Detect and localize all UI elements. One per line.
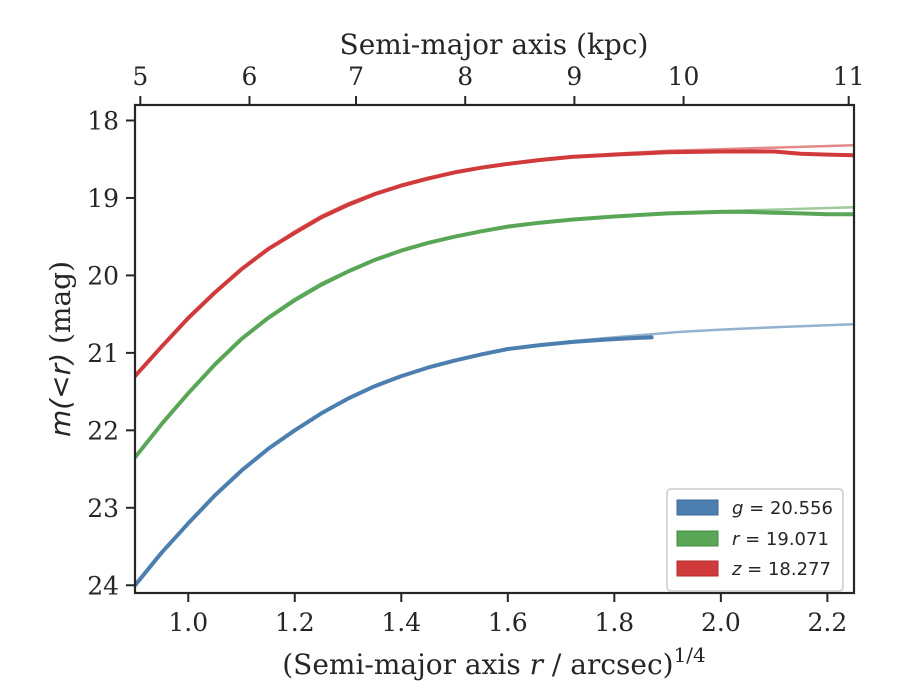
x-tick-label: 1.6 xyxy=(488,608,528,637)
plot-frame xyxy=(133,103,856,595)
x-tick-label: 2.2 xyxy=(807,608,847,637)
y-tick-label: 23 xyxy=(87,494,119,523)
legend-swatch-z xyxy=(676,560,719,577)
axes-layer: 1.0 1.2 1.4 1.6 1.8 2.0 2.2 18 19 20 21 22 23 24 5 6 7 8 9… xyxy=(87,62,864,637)
top-x-tick-label: 9 xyxy=(566,62,582,91)
y-axis-label: m(<r) (mag) xyxy=(44,261,77,437)
legend-swatch-r xyxy=(676,530,719,547)
x-axis-label: (Semi-major axis r / arcsec)1/4 xyxy=(282,643,706,681)
x-tick-label: 1.2 xyxy=(275,608,315,637)
legend-label-z: z = 18.277 xyxy=(731,559,831,580)
y-tick-label: 21 xyxy=(87,339,119,368)
y-tick-label: 20 xyxy=(87,261,119,290)
x-tick-label: 1.4 xyxy=(381,608,421,637)
x-tick-label: 1.0 xyxy=(168,608,208,637)
series-layer xyxy=(135,144,854,588)
top-x-tick-label: 6 xyxy=(242,62,258,91)
top-x-tick-label: 5 xyxy=(132,62,148,91)
series-z-measured-line xyxy=(135,149,854,379)
x-tick-label: 2.0 xyxy=(701,608,741,637)
top-x-tick-label: 7 xyxy=(348,62,364,91)
legend: g = 20.556 r = 19.071 z = 18.277 xyxy=(666,488,844,592)
legend-swatch-g xyxy=(676,499,719,516)
legend-label-g: g = 20.556 xyxy=(732,498,833,519)
y-tick-label: 22 xyxy=(87,416,119,445)
top-x-tick-label: 8 xyxy=(457,62,473,91)
series-r-measured-line xyxy=(135,209,854,460)
series-g-measured-line xyxy=(135,335,654,588)
legend-label-r: r = 19.071 xyxy=(732,529,829,550)
y-tick-label: 24 xyxy=(87,571,119,600)
x-tick-label: 1.8 xyxy=(594,608,634,637)
top-x-tick-label: 10 xyxy=(668,62,700,91)
y-tick-label: 19 xyxy=(87,184,119,213)
y-tick-label: 18 xyxy=(87,106,119,135)
top-axis-label: Semi-major axis (kpc) xyxy=(340,28,649,61)
top-x-tick-label: 11 xyxy=(833,62,865,91)
